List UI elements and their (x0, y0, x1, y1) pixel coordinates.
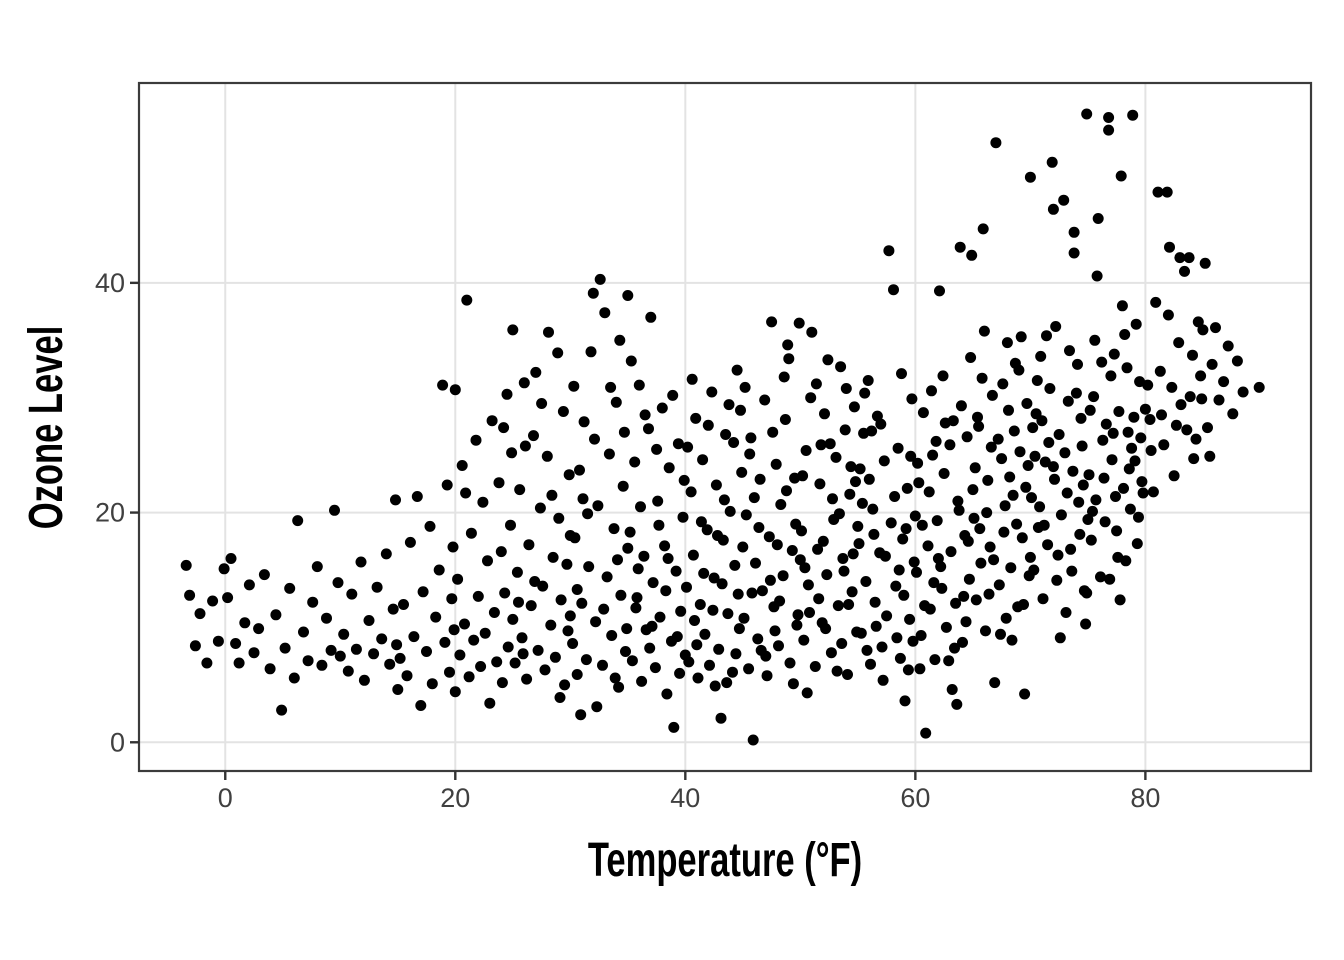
y-tick-label: 0 (110, 727, 125, 757)
y-axis-tick-labels: 0 20 40 (95, 268, 125, 757)
x-tick-label: 40 (670, 783, 700, 813)
y-axis-title-wrap: Ozone Level (10, 83, 82, 771)
y-axis-title: Ozone Level (19, 325, 73, 529)
x-tick-label: 60 (900, 783, 930, 813)
y-tick-label: 40 (95, 268, 125, 298)
x-tick-label: 80 (1130, 783, 1160, 813)
panel-border (137, 81, 1313, 773)
x-tick-label: 20 (440, 783, 470, 813)
axis-tick-marks (130, 281, 1147, 780)
y-tick-label: 20 (95, 498, 125, 528)
x-tick-label: 0 (218, 783, 233, 813)
gridlines (139, 83, 1311, 771)
data-points (180, 108, 1265, 746)
x-axis-tick-labels: 0 20 40 60 80 (218, 783, 1161, 813)
x-axis-title: Temperature (°F) (587, 834, 863, 887)
